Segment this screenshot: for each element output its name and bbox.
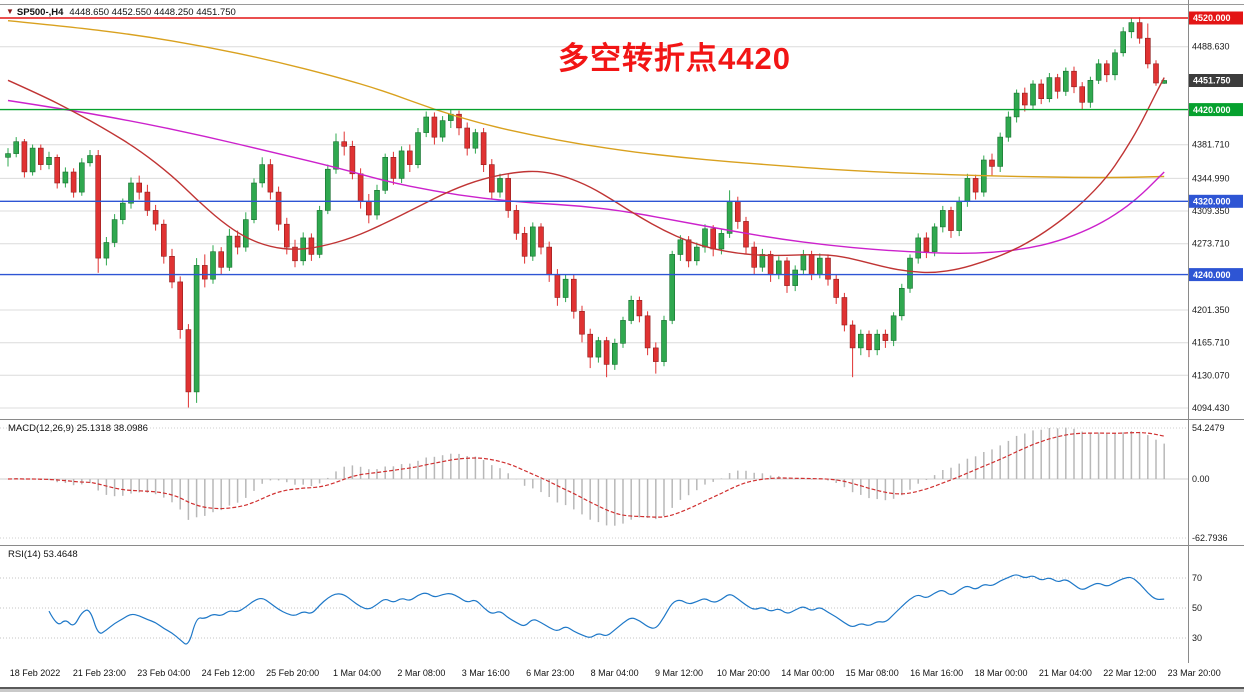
time-label: 1 Mar 04:00 bbox=[332, 668, 382, 678]
symbol-timeframe: SP500-,H4 bbox=[16, 7, 64, 18]
svg-text:4165.710: 4165.710 bbox=[1192, 338, 1230, 348]
time-label: 25 Feb 20:00 bbox=[266, 668, 320, 678]
rsi-value: 53.4648 bbox=[43, 549, 78, 560]
svg-text:4520.000: 4520.000 bbox=[1193, 13, 1231, 23]
chart-title: ▼ SP500-,H4 4448.650 4452.550 4448.250 445… bbox=[6, 7, 236, 18]
svg-text:4320.000: 4320.000 bbox=[1193, 197, 1231, 207]
time-label: 18 Feb 2022 bbox=[9, 668, 61, 678]
time-label: 15 Mar 08:00 bbox=[845, 668, 899, 678]
time-label: 14 Mar 00:00 bbox=[781, 668, 835, 678]
time-label: 18 Mar 00:00 bbox=[974, 668, 1028, 678]
time-label: 21 Mar 04:00 bbox=[1038, 668, 1092, 678]
svg-text:4309.350: 4309.350 bbox=[1192, 206, 1230, 216]
time-label: 16 Mar 16:00 bbox=[910, 668, 964, 678]
annotation-text[interactable]: 多空转折点4420 bbox=[558, 41, 791, 76]
svg-text:4130.070: 4130.070 bbox=[1192, 370, 1230, 380]
svg-text:4240.000: 4240.000 bbox=[1193, 270, 1231, 280]
time-label: 23 Mar 20:00 bbox=[1167, 668, 1221, 678]
svg-text:4420.000: 4420.000 bbox=[1193, 105, 1231, 115]
time-label: 23 Feb 04:00 bbox=[137, 668, 191, 678]
svg-text:4201.350: 4201.350 bbox=[1192, 305, 1230, 315]
svg-text:30: 30 bbox=[1192, 633, 1202, 643]
ohlc-readout: 4448.650 4452.550 4448.250 4451.750 bbox=[69, 7, 236, 18]
rsi-panel[interactable]: 70 50 30 bbox=[0, 545, 1244, 663]
svg-text:70: 70 bbox=[1192, 573, 1202, 583]
time-label: 22 Mar 12:00 bbox=[1103, 668, 1157, 678]
time-label: 9 Mar 12:00 bbox=[654, 668, 704, 678]
time-axis[interactable]: 18 Feb 2022 21 Feb 23:00 23 Feb 04:00 24 Fe… bbox=[0, 663, 1244, 687]
rsi-params: RSI(14) bbox=[8, 549, 41, 560]
macd-params: MACD(12,26,9) bbox=[8, 423, 74, 434]
time-label: 2 Mar 08:00 bbox=[397, 668, 446, 678]
rsi-label: RSI(14) 53.4648 bbox=[8, 549, 78, 560]
macd-label: MACD(12,26,9) 25.1318 38.0986 bbox=[8, 423, 148, 434]
macd-values: 25.1318 38.0986 bbox=[76, 423, 148, 434]
time-label: 8 Mar 04:00 bbox=[590, 668, 639, 678]
time-label: 3 Mar 16:00 bbox=[461, 668, 510, 678]
svg-text:4451.750: 4451.750 bbox=[1193, 76, 1231, 86]
svg-text:54.2479: 54.2479 bbox=[1192, 423, 1225, 433]
time-label: 10 Mar 20:00 bbox=[716, 668, 770, 678]
time-label: 21 Feb 23:00 bbox=[72, 668, 126, 678]
svg-text:50: 50 bbox=[1192, 603, 1202, 613]
macd-panel[interactable]: 54.2479 0.00 -62.7936 bbox=[0, 419, 1244, 545]
svg-text:4273.710: 4273.710 bbox=[1192, 239, 1230, 249]
window-bottom-edge bbox=[0, 687, 1244, 692]
collapse-arrow-icon[interactable]: ▼ bbox=[6, 7, 14, 16]
time-label: 6 Mar 23:00 bbox=[526, 668, 575, 678]
svg-text:4381.710: 4381.710 bbox=[1192, 140, 1230, 150]
svg-text:4344.990: 4344.990 bbox=[1192, 173, 1230, 183]
time-label: 24 Feb 12:00 bbox=[201, 668, 255, 678]
svg-text:4094.430: 4094.430 bbox=[1192, 403, 1230, 413]
svg-text:0.00: 0.00 bbox=[1192, 474, 1210, 484]
svg-text:4488.630: 4488.630 bbox=[1192, 42, 1230, 52]
svg-text:-62.7936: -62.7936 bbox=[1192, 533, 1228, 543]
price-chart[interactable]: 4488.630 4381.710 4344.990 4309.350 4273.710… bbox=[0, 0, 1244, 419]
